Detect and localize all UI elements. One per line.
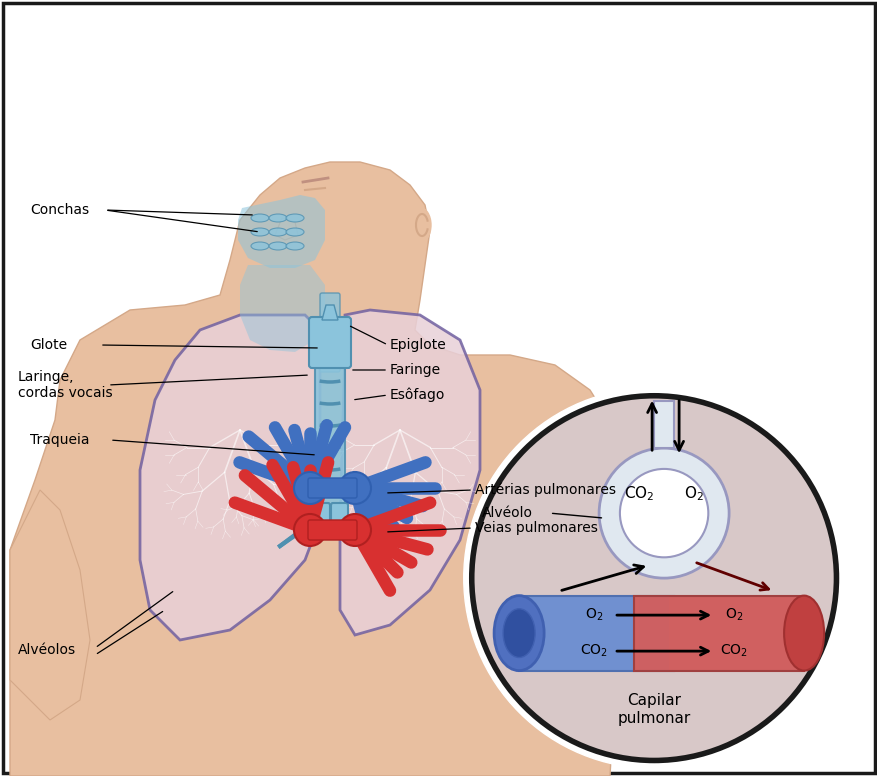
Bar	[656, 596, 658, 671]
Circle shape	[294, 514, 325, 546]
Bar	[655, 596, 656, 671]
Circle shape	[598, 448, 728, 578]
Text: Epiglote: Epiglote	[389, 338, 446, 352]
Text: Artérias pulmonares: Artérias pulmonares	[474, 483, 616, 497]
Text: Laringe,
cordas vocais: Laringe, cordas vocais	[18, 370, 112, 400]
Text: Veias pulmonares: Veias pulmonares	[474, 521, 597, 535]
Text: Faringe: Faringe	[389, 363, 440, 377]
Bar	[647, 596, 648, 671]
Bar	[642, 596, 644, 671]
Polygon shape	[10, 162, 624, 776]
Polygon shape	[322, 305, 338, 320]
Bar	[661, 596, 662, 671]
Text: O$_2$: O$_2$	[584, 607, 602, 623]
Polygon shape	[339, 310, 480, 635]
Polygon shape	[10, 490, 90, 720]
Ellipse shape	[286, 228, 303, 236]
Ellipse shape	[409, 207, 431, 242]
Text: O$_2$: O$_2$	[683, 484, 703, 503]
Text: CO$_2$: CO$_2$	[624, 484, 653, 503]
Bar	[665, 596, 666, 671]
Ellipse shape	[286, 242, 303, 250]
Bar	[638, 596, 639, 671]
Text: Alvéolos: Alvéolos	[18, 643, 76, 657]
Bar	[659, 596, 660, 671]
Ellipse shape	[286, 214, 303, 222]
Bar	[639, 596, 640, 671]
FancyBboxPatch shape	[308, 520, 357, 540]
Ellipse shape	[268, 242, 287, 250]
Polygon shape	[275, 218, 297, 240]
Ellipse shape	[503, 608, 534, 657]
Text: CO$_2$: CO$_2$	[580, 643, 608, 660]
Ellipse shape	[251, 214, 268, 222]
Text: Conchas: Conchas	[30, 203, 89, 217]
Ellipse shape	[494, 596, 544, 670]
Bar	[645, 596, 646, 671]
FancyBboxPatch shape	[3, 3, 874, 773]
Bar	[660, 596, 661, 671]
Ellipse shape	[251, 228, 268, 236]
Bar	[663, 596, 665, 671]
Polygon shape	[139, 315, 319, 640]
Text: Glote: Glote	[30, 338, 67, 352]
Bar	[666, 596, 667, 671]
FancyBboxPatch shape	[315, 358, 345, 512]
Circle shape	[339, 514, 371, 546]
Bar	[640, 596, 641, 671]
FancyBboxPatch shape	[633, 596, 803, 671]
Circle shape	[471, 396, 836, 760]
Bar	[641, 596, 642, 671]
Bar	[662, 596, 663, 671]
Circle shape	[339, 472, 371, 504]
Circle shape	[619, 469, 708, 557]
Circle shape	[463, 388, 844, 768]
Bar	[648, 596, 649, 671]
Ellipse shape	[783, 596, 824, 670]
FancyBboxPatch shape	[331, 503, 347, 535]
Ellipse shape	[268, 228, 287, 236]
Bar	[652, 596, 653, 671]
FancyBboxPatch shape	[312, 503, 330, 537]
FancyBboxPatch shape	[518, 596, 674, 671]
Circle shape	[294, 472, 325, 504]
Bar	[654, 596, 655, 671]
Bar	[644, 596, 645, 671]
Text: Traqueia: Traqueia	[30, 433, 89, 447]
Ellipse shape	[251, 242, 268, 250]
Ellipse shape	[268, 214, 287, 222]
Bar	[649, 596, 651, 671]
Text: Capilar
pulmonar: Capilar pulmonar	[617, 693, 690, 726]
Text: Esôfago: Esôfago	[389, 388, 445, 402]
Bar	[653, 596, 654, 671]
FancyBboxPatch shape	[319, 293, 339, 372]
FancyBboxPatch shape	[308, 478, 357, 498]
Bar	[651, 596, 652, 671]
Text: O$_2$: O$_2$	[724, 607, 743, 623]
Text: CO$_2$: CO$_2$	[719, 643, 747, 660]
Bar	[658, 596, 659, 671]
Polygon shape	[239, 265, 324, 352]
Bar	[646, 596, 647, 671]
FancyBboxPatch shape	[309, 317, 351, 368]
Bar	[667, 596, 668, 671]
Polygon shape	[653, 400, 674, 448]
Text: Alvéolo: Alvéolo	[481, 506, 532, 520]
Polygon shape	[238, 195, 324, 268]
